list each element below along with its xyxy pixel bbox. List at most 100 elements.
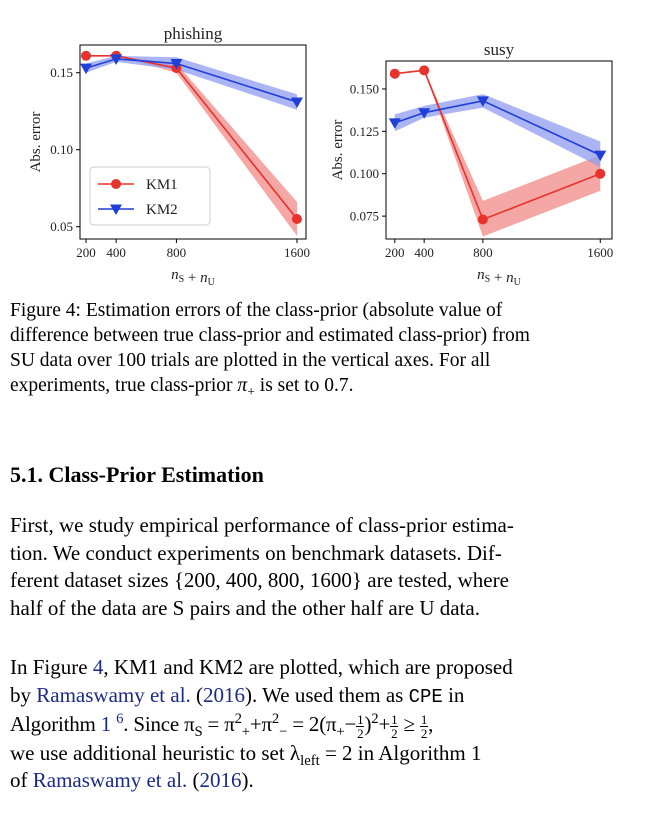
series-line-km2 (85, 58, 298, 103)
denominator: 2 (391, 725, 398, 741)
text: by (10, 682, 37, 707)
y-tick-label: 0.10 (50, 142, 73, 157)
paragraph-line: we use additional heuristic to set λleft… (10, 740, 638, 769)
x-axis-label: nS + nU (477, 267, 522, 288)
denominator: 2 (357, 725, 364, 741)
math-text: , (428, 712, 434, 736)
data-point-km1 (419, 65, 430, 76)
x-tick-label: 1600 (587, 245, 613, 260)
math-text: +π (249, 712, 272, 736)
data-point-km1 (81, 50, 92, 61)
text: In Figure (10, 655, 93, 679)
text: we use additional heuristic to set λ (10, 740, 301, 765)
caption-line: Figure 4: Estimation errors of the class… (10, 300, 503, 321)
paragraph-line: ferent dataset sizes {200, 400, 800, 160… (10, 568, 509, 592)
paragraph-2: In Figure 4, KM1 and KM2 are plotted, wh… (10, 654, 638, 795)
subscript: − (279, 724, 288, 741)
caption-line: experiments, true class-prior π+ is set … (10, 373, 638, 398)
confidence-band-km1 (86, 55, 297, 236)
text: ). We used them as (245, 682, 409, 707)
y-tick-label: 0.075 (350, 209, 379, 224)
x-tick-label: 400 (414, 245, 434, 260)
subscript: S (194, 724, 203, 741)
y-tick-label: 0.150 (350, 81, 379, 96)
citation-link[interactable]: Ramaswamy et al. (36, 682, 191, 707)
math-text: . Since π (123, 712, 195, 736)
legend-marker-km2 (110, 204, 122, 215)
plot-frame (79, 44, 307, 240)
confidence-band-km1 (394, 70, 601, 237)
math-text: ) (364, 712, 372, 736)
paragraph-1: First, we study empirical performance of… (10, 512, 638, 622)
data-point-km2 (594, 150, 607, 162)
caption-line: SU data over 100 trials are plotted in t… (10, 350, 491, 371)
y-axis-label: Abs. error (330, 120, 346, 181)
data-point-km2 (170, 58, 183, 70)
data-point-km1 (595, 168, 606, 179)
data-point-km1 (477, 214, 488, 225)
citation-link[interactable]: Ramaswamy et al. (32, 768, 188, 793)
data-point-km2 (418, 108, 431, 119)
data-point-km1 (291, 213, 302, 224)
series-line-km2 (394, 99, 601, 156)
text: in (442, 682, 465, 707)
series-line-km1 (394, 69, 601, 221)
paragraph-line: Algorithm 1 6. Since πS = π2++π2− = 2(π+… (10, 711, 638, 740)
superscript: 2 (271, 711, 280, 727)
y-tick-label: 0.05 (50, 219, 73, 234)
text: Algorithm (10, 712, 101, 736)
text: ( (190, 682, 204, 707)
paragraph-line: tion. We conduct experiments on benchmar… (10, 540, 502, 565)
math-text: − (344, 712, 357, 736)
y-tick-label: 0.100 (350, 166, 379, 181)
math-text: = π (202, 712, 235, 736)
citation-year-link[interactable]: 2016 (203, 682, 246, 707)
footnote-link[interactable]: 6 (116, 711, 124, 727)
y-tick-label: 0.125 (350, 124, 379, 139)
x-tick-label: 800 (473, 245, 493, 260)
section-heading: 5.1. Class-Prior Estimation (10, 462, 264, 487)
figure-caption: Figure 4: Estimation errors of the class… (10, 298, 638, 398)
math-text: + (378, 712, 391, 736)
y-tick-label: 0.15 (50, 65, 73, 80)
confidence-band-km2 (394, 94, 601, 167)
paragraph-line: of Ramaswamy et al. (2016). (10, 767, 638, 795)
x-axis-label: nS + nU (171, 267, 216, 288)
numerator: 1 (390, 711, 399, 727)
x-tick-label: 1600 (284, 245, 310, 260)
x-tick-label: 200 (76, 245, 96, 260)
data-point-km2 (80, 63, 93, 75)
paragraph-line: by Ramaswamy et al. (2016). We used them… (10, 682, 638, 712)
plot-frame (385, 60, 613, 240)
figure-link[interactable]: 4 (92, 655, 104, 679)
text: of (10, 768, 33, 793)
data-point-km2 (476, 96, 489, 107)
data-point-km2 (110, 54, 123, 65)
citation-year-link[interactable]: 2016 (199, 768, 242, 793)
figure-4: phishing 0.05 0.10 0.15 200 400 800 1600 nS + nU… (28, 24, 613, 288)
y-axis-label: Abs. error (28, 112, 44, 173)
data-point-km2 (388, 118, 401, 129)
superscript: 2 (371, 711, 379, 727)
cpe-code: CPE (408, 685, 443, 708)
legend-label: KM2 (146, 202, 178, 218)
algorithm-link[interactable]: 1 (100, 712, 112, 736)
x-tick-label: 800 (167, 245, 187, 260)
caption-text: experiments, true class-prior (10, 375, 238, 396)
denominator: 2 (420, 725, 428, 741)
legend-label: KM1 (146, 177, 178, 193)
paragraph-line: First, we study empirical performance of… (10, 513, 514, 537)
text: = 2 in Algorithm 1 (319, 740, 482, 765)
subscript: left (300, 752, 320, 769)
paragraph-line: In Figure 4, KM1 and KM2 are plotted, wh… (10, 654, 638, 682)
x-tick-label: 400 (106, 245, 126, 260)
caption-text: is set to 0.7. (254, 375, 354, 396)
math-text: = 2(π (287, 712, 337, 736)
text: ). (241, 768, 254, 793)
paragraph-line: half of the data are S pairs and the oth… (10, 595, 480, 620)
pi-subscript: + (247, 383, 255, 399)
data-point-km2 (290, 97, 303, 108)
